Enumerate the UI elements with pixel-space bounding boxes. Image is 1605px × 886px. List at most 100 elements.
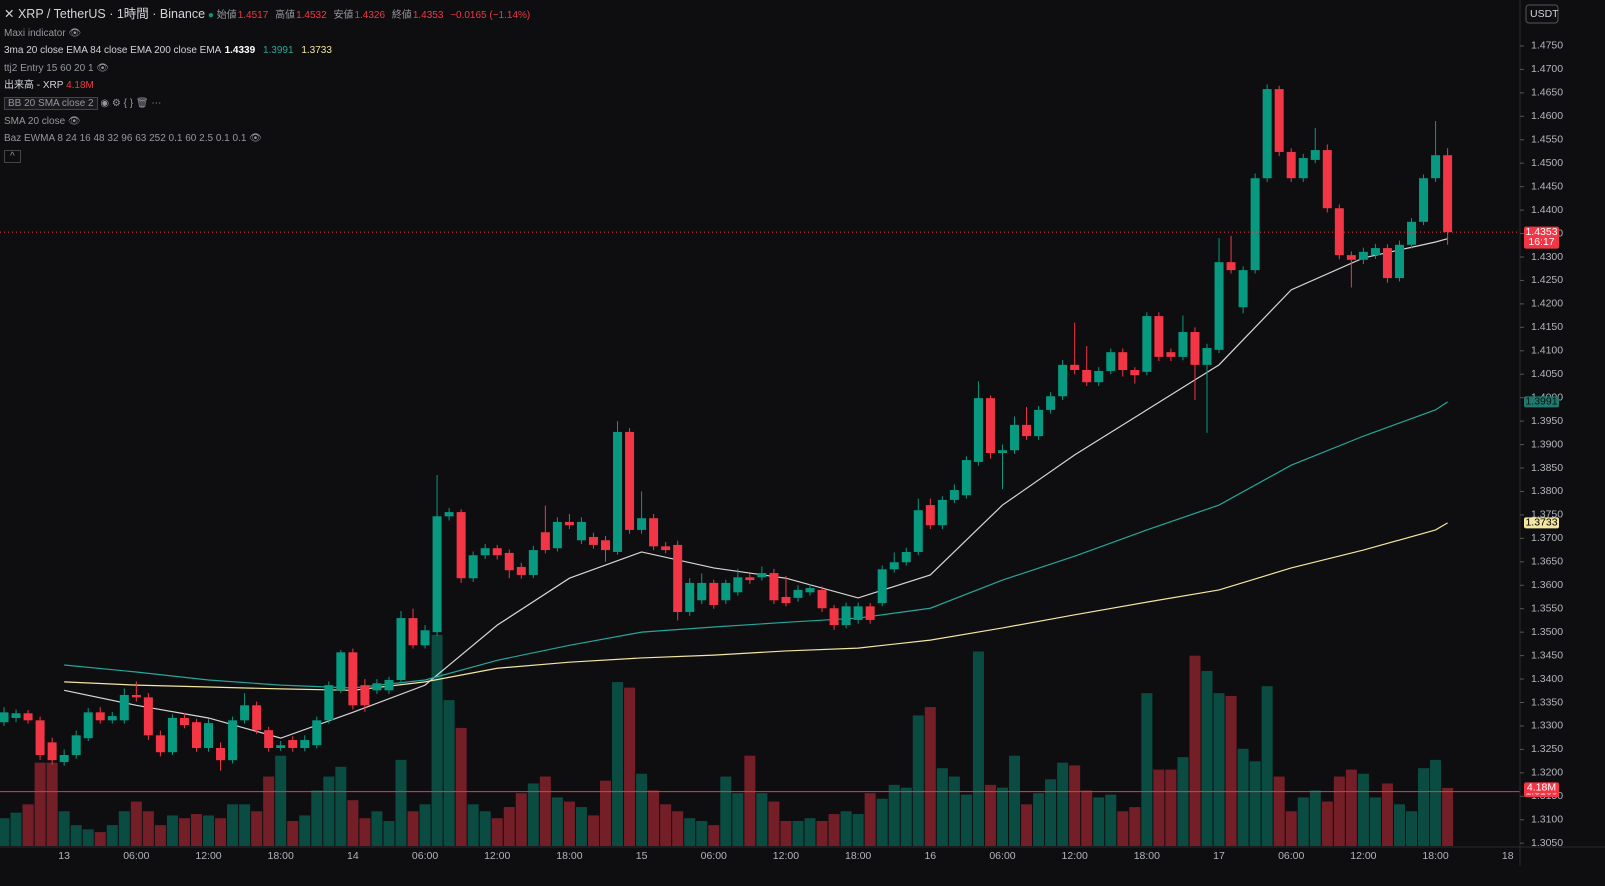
indicator-value: 1.4339 bbox=[224, 45, 256, 57]
volume-bar bbox=[166, 815, 178, 846]
candle-body bbox=[95, 712, 105, 721]
candle-body bbox=[1142, 316, 1152, 372]
candle-body bbox=[552, 521, 562, 549]
candle-body bbox=[1118, 352, 1128, 371]
close-value: 1.4353 bbox=[412, 10, 444, 21]
currency-button[interactable] bbox=[1525, 4, 1559, 24]
close-icon[interactable]: ✕ bbox=[4, 7, 18, 21]
volume-bar bbox=[1261, 686, 1273, 846]
volume-bar bbox=[960, 794, 972, 846]
volume-bar bbox=[467, 804, 479, 846]
collapse-button[interactable]: ^ bbox=[4, 148, 530, 166]
high-label: 高値 bbox=[275, 10, 296, 21]
volume-bar bbox=[407, 811, 419, 846]
candle-body bbox=[613, 431, 623, 552]
indicator[interactable]: ttj2 Entry 15 60 20 1 👁 bbox=[4, 62, 109, 74]
countdown: 16:17 bbox=[1528, 236, 1554, 248]
ma-line bbox=[64, 522, 1448, 691]
indicator-value: 4.18M bbox=[66, 80, 94, 92]
volume-bar bbox=[840, 811, 852, 846]
volume-bar bbox=[82, 829, 94, 846]
candle-body bbox=[107, 716, 117, 721]
volume-bar bbox=[852, 814, 864, 846]
x-tick-label: 14 bbox=[347, 850, 359, 862]
candle-body bbox=[564, 521, 574, 526]
volume-bar bbox=[371, 811, 383, 846]
candle-body bbox=[709, 582, 719, 605]
candle-body bbox=[625, 431, 635, 530]
volume-bar bbox=[190, 814, 202, 846]
x-tick-label: 15 bbox=[636, 850, 648, 862]
candle-body bbox=[1010, 424, 1020, 451]
volume-bar bbox=[479, 811, 491, 846]
volume-bar bbox=[287, 820, 299, 846]
low-value: 1.4326 bbox=[354, 10, 386, 21]
volume-bar bbox=[251, 811, 263, 846]
candle-body bbox=[1094, 370, 1104, 383]
volume-bar bbox=[503, 807, 515, 846]
candle-body bbox=[925, 505, 935, 526]
currency-label[interactable]: USDT bbox=[1530, 8, 1559, 20]
volume-bar bbox=[275, 755, 287, 846]
candle-body bbox=[336, 652, 346, 691]
indicator-name: SMA 20 close bbox=[4, 115, 66, 127]
candle-body bbox=[721, 582, 731, 601]
candle-body bbox=[793, 589, 803, 598]
candle-body bbox=[143, 697, 153, 736]
candle-body bbox=[312, 720, 322, 746]
volume-bar bbox=[780, 820, 792, 846]
candle-body bbox=[384, 679, 394, 691]
indicator[interactable]: 3ma 20 close EMA 84 close EMA 200 close … bbox=[4, 42, 530, 60]
candle-body bbox=[1334, 208, 1344, 256]
volume-bar bbox=[178, 818, 190, 846]
symbol-title[interactable]: XRP / TetherUS · 1時間 · Binance bbox=[17, 7, 206, 21]
indicator[interactable]: SMA 20 close 👁 bbox=[4, 115, 81, 127]
x-tick-label: 18:00 bbox=[845, 850, 871, 862]
candle-body bbox=[1190, 332, 1200, 365]
y-tick-label: 1.4050 bbox=[1531, 368, 1563, 380]
indicator[interactable]: Maxi indicator 👁 bbox=[4, 27, 82, 39]
volume-bar bbox=[864, 793, 876, 846]
candle-body bbox=[865, 606, 875, 620]
open-value: 1.4517 bbox=[237, 10, 269, 21]
candle-body bbox=[1419, 178, 1429, 222]
candle-body bbox=[1310, 150, 1320, 160]
y-tick-label: 1.3850 bbox=[1531, 462, 1563, 474]
candle-body bbox=[1262, 89, 1272, 179]
indicator-value: 1.3991 bbox=[262, 45, 294, 57]
volume-bar bbox=[600, 780, 611, 846]
candle-body bbox=[131, 694, 141, 698]
candle-body bbox=[1166, 352, 1176, 357]
volume-bar bbox=[612, 682, 624, 846]
volume-bar bbox=[1093, 797, 1105, 846]
y-tick-label: 1.4500 bbox=[1531, 157, 1563, 169]
candle-body bbox=[1082, 370, 1092, 383]
candle-body bbox=[961, 460, 971, 496]
candle-body bbox=[1431, 155, 1441, 179]
volume-bar bbox=[1129, 807, 1141, 846]
y-tick-label: 1.3350 bbox=[1531, 696, 1563, 708]
indicator[interactable]: Baz EWMA 8 24 16 48 32 96 63 252 0.1 60 … bbox=[4, 133, 262, 145]
indicator[interactable]: 出来高 - XRP 4.18M bbox=[4, 77, 530, 95]
x-tick-label: 18 bbox=[1502, 850, 1514, 862]
volume-bar bbox=[804, 818, 816, 846]
volume-bar bbox=[888, 784, 900, 846]
candle-body bbox=[1298, 158, 1308, 179]
y-tick-label: 1.4750 bbox=[1531, 40, 1563, 52]
volume-bar bbox=[1021, 804, 1033, 846]
volume-bar bbox=[924, 707, 936, 846]
volume-bar bbox=[323, 776, 335, 846]
indicator-name: Maxi indicator bbox=[4, 27, 66, 39]
indicator[interactable]: BB 20 SMA close 2 ◉ ⚙ { } 🗑 ⋯ bbox=[4, 95, 530, 113]
x-tick-label: 12:00 bbox=[484, 850, 510, 862]
candle-body bbox=[492, 548, 502, 556]
candle-body bbox=[252, 705, 262, 731]
volume-bar bbox=[672, 811, 684, 846]
y-tick-label: 1.3650 bbox=[1531, 556, 1563, 568]
candle-body bbox=[1322, 150, 1332, 209]
volume-bar bbox=[1321, 801, 1333, 846]
y-tick-label: 1.4550 bbox=[1531, 134, 1563, 146]
volume-bar bbox=[94, 832, 106, 846]
volume-bar bbox=[1406, 811, 1418, 846]
candle-body bbox=[11, 713, 21, 718]
